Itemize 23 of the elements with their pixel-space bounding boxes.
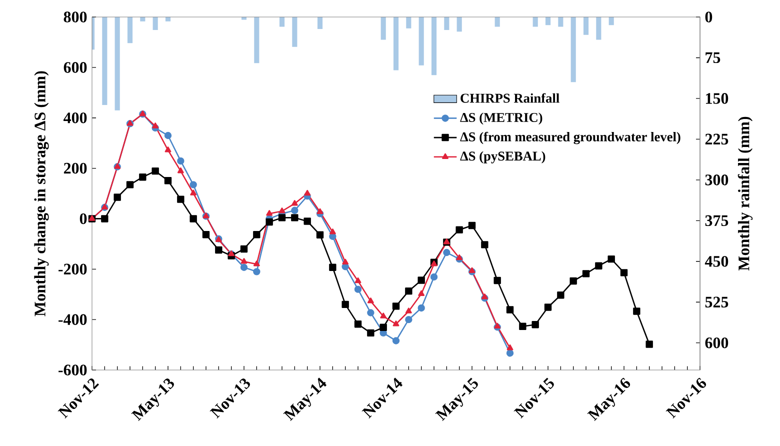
y2-tick-label: 600 — [705, 337, 728, 348]
y2-tick-label: 375 — [705, 215, 728, 226]
y-tick-label: 800 — [64, 12, 87, 22]
y-tick-label: 200 — [64, 162, 87, 174]
y-tick-label: 0 — [80, 213, 87, 224]
legend-label: ΔS (from measured groundwater level) — [460, 132, 680, 144]
y2-tick-label: 525 — [705, 296, 728, 308]
y-tick-label: -400 — [58, 314, 87, 325]
legend-label: CHIRPS Rainfall — [460, 93, 560, 103]
y-tick-label: -600 — [58, 364, 87, 376]
y2-axis-title: Monthly rainfall (mm) — [738, 116, 753, 271]
y-tick-label: 400 — [64, 112, 87, 124]
y2-tick-label: 450 — [704, 256, 728, 267]
legend-label: ΔS (pySEBAL) — [460, 151, 546, 164]
y2-tick-label: 150 — [706, 93, 728, 104]
legend-label: ΔS (METRIC) — [460, 112, 542, 125]
y-tick-label: -200 — [58, 264, 87, 275]
y2-tick-label: 75 — [706, 52, 720, 64]
y2-tick-label: 300 — [705, 174, 728, 186]
y2-tick-label: 225 — [705, 134, 728, 145]
y-axis-title: Monthly change in storage ΔS (mm) — [34, 71, 49, 316]
y2-tick-label: 0 — [705, 12, 712, 22]
y-tick-label: 600 — [64, 62, 87, 73]
